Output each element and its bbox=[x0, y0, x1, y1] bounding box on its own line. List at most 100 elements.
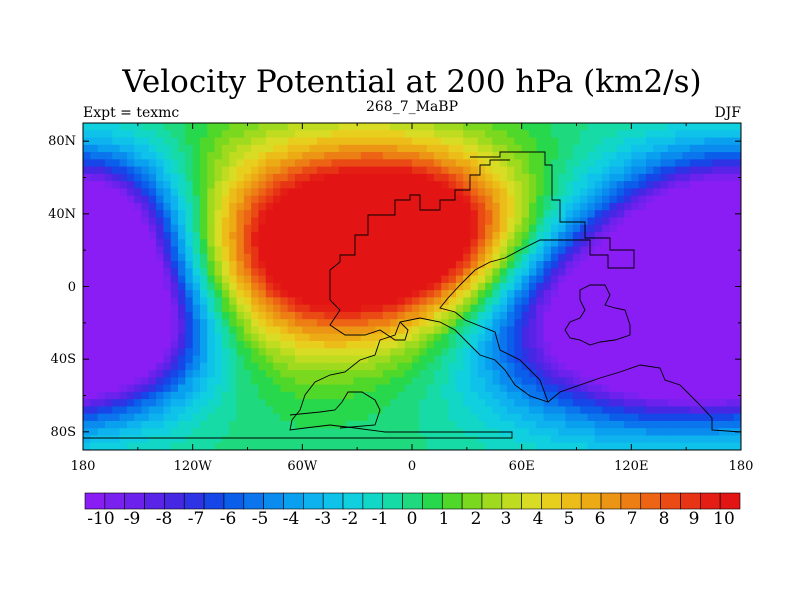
heatmap-cell bbox=[492, 442, 501, 450]
heatmap-cell bbox=[404, 239, 413, 248]
heatmap-cell bbox=[412, 152, 420, 160]
heatmap-cell bbox=[148, 246, 157, 255]
heatmap-cell bbox=[273, 224, 281, 233]
heatmap-cell bbox=[521, 384, 530, 393]
heatmap-cell bbox=[653, 253, 662, 262]
heatmap-cell bbox=[178, 384, 186, 393]
heatmap-cell bbox=[726, 144, 735, 153]
heatmap-cell bbox=[346, 195, 355, 204]
heatmap-cell bbox=[360, 123, 369, 131]
heatmap-cell bbox=[148, 268, 157, 277]
heatmap-cell bbox=[689, 195, 698, 204]
heatmap-cell bbox=[178, 355, 186, 364]
heatmap-cell bbox=[697, 130, 706, 139]
heatmap-cell bbox=[485, 282, 494, 291]
heatmap-cell bbox=[316, 355, 325, 364]
heatmap-cell bbox=[543, 290, 552, 298]
colorbar-box bbox=[342, 492, 364, 510]
heatmap-cell bbox=[368, 210, 377, 219]
heatmap-cell bbox=[148, 333, 157, 342]
heatmap-cell bbox=[316, 290, 325, 298]
heatmap-cell bbox=[477, 246, 486, 255]
heatmap-cell bbox=[156, 377, 165, 386]
heatmap-cell bbox=[104, 399, 113, 407]
heatmap-cell bbox=[733, 224, 741, 233]
heatmap-cell bbox=[265, 268, 274, 277]
heatmap-cell bbox=[536, 202, 545, 211]
heatmap-cell bbox=[682, 384, 691, 393]
heatmap-cell bbox=[338, 341, 347, 349]
heatmap-cell bbox=[477, 420, 486, 429]
heatmap-cell bbox=[178, 377, 186, 386]
heatmap-cell bbox=[302, 152, 311, 160]
heatmap-cell bbox=[134, 130, 143, 139]
heatmap-cell bbox=[309, 377, 318, 386]
heatmap-cell bbox=[199, 326, 208, 335]
heatmap-cell bbox=[258, 311, 267, 320]
heatmap-cell bbox=[697, 391, 706, 400]
heatmap-cell bbox=[112, 391, 121, 400]
heatmap-cell bbox=[565, 188, 574, 197]
heatmap-cell bbox=[419, 188, 428, 197]
heatmap-cell bbox=[119, 304, 128, 313]
heatmap-cell bbox=[499, 202, 508, 211]
heatmap-cell bbox=[404, 144, 413, 153]
heatmap-cell bbox=[83, 348, 91, 357]
heatmap-cell bbox=[419, 304, 428, 313]
heatmap-cell bbox=[104, 275, 113, 284]
heatmap-cell bbox=[499, 435, 508, 444]
heatmap-cell bbox=[119, 319, 128, 328]
heatmap-cell bbox=[528, 261, 537, 269]
heatmap-cell bbox=[704, 275, 713, 284]
heatmap-cell bbox=[265, 311, 274, 320]
heatmap-cell bbox=[572, 399, 581, 407]
heatmap-cell bbox=[368, 370, 377, 378]
heatmap-cell bbox=[287, 181, 296, 189]
heatmap-cell bbox=[543, 268, 552, 277]
heatmap-cell bbox=[565, 210, 574, 219]
heatmap-cell bbox=[653, 137, 662, 146]
heatmap-cell bbox=[448, 297, 457, 306]
heatmap-cell bbox=[609, 123, 618, 131]
heatmap-cell bbox=[477, 304, 486, 313]
heatmap-cell bbox=[324, 239, 333, 248]
heatmap-cell bbox=[507, 326, 515, 335]
heatmap-cell bbox=[126, 384, 135, 393]
heatmap-cell bbox=[265, 348, 274, 357]
heatmap-cell bbox=[733, 341, 741, 349]
heatmap-cell bbox=[733, 144, 741, 153]
heatmap-cell bbox=[397, 384, 406, 393]
heatmap-cell bbox=[528, 173, 537, 182]
heatmap-cell bbox=[382, 399, 391, 407]
heatmap-cell bbox=[675, 144, 684, 153]
heatmap-cell bbox=[390, 173, 398, 182]
heatmap-cell bbox=[178, 341, 186, 349]
heatmap-cell bbox=[645, 188, 654, 197]
heatmap-cell bbox=[324, 297, 333, 306]
heatmap-cell bbox=[221, 275, 230, 284]
heatmap-cell bbox=[178, 311, 186, 320]
heatmap-cell bbox=[375, 123, 384, 131]
heatmap-cell bbox=[324, 377, 333, 386]
heatmap-cell bbox=[645, 384, 654, 393]
heatmap-cell bbox=[455, 355, 464, 364]
heatmap-cell bbox=[638, 428, 647, 437]
heatmap-cell bbox=[733, 399, 741, 407]
heatmap-cell bbox=[653, 188, 662, 197]
heatmap-cell bbox=[645, 159, 654, 168]
heatmap-cell bbox=[675, 239, 684, 248]
heatmap-cell bbox=[697, 210, 706, 219]
heatmap-cell bbox=[609, 304, 618, 313]
heatmap-cell bbox=[675, 341, 684, 349]
heatmap-cell bbox=[360, 384, 369, 393]
heatmap-cell bbox=[412, 370, 420, 378]
heatmap-cell bbox=[507, 420, 515, 429]
heatmap-cell bbox=[404, 319, 413, 328]
heatmap-cell bbox=[295, 304, 303, 313]
heatmap-cell bbox=[521, 232, 530, 240]
heatmap-cell bbox=[594, 246, 603, 255]
heatmap-cell bbox=[397, 391, 406, 400]
heatmap-cell bbox=[170, 130, 179, 139]
heatmap-cell bbox=[477, 137, 486, 146]
heatmap-cell bbox=[397, 253, 406, 262]
